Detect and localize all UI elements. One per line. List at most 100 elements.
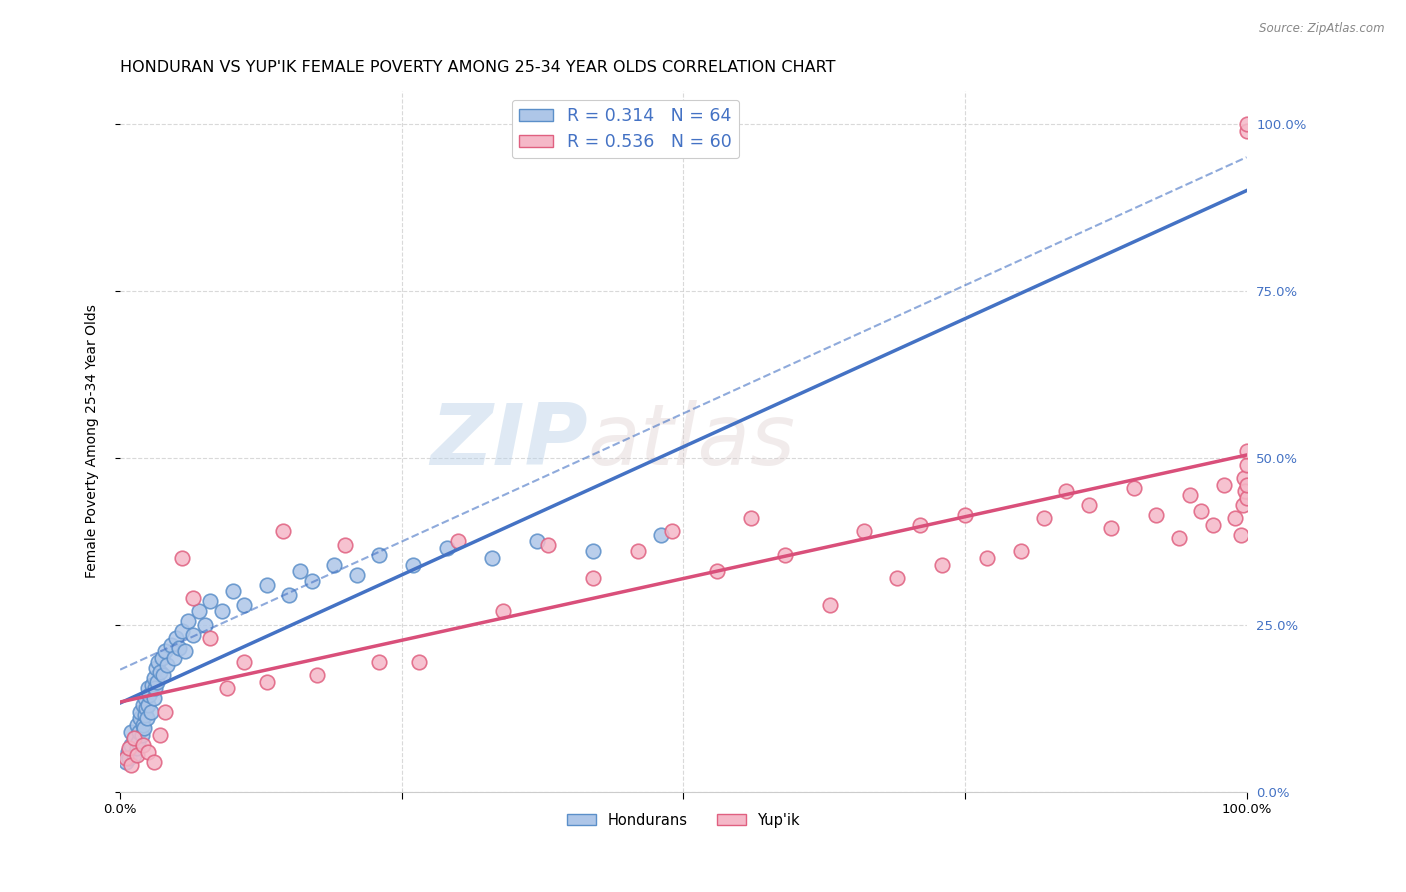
Text: Source: ZipAtlas.com: Source: ZipAtlas.com [1260,22,1385,36]
Point [1236,124,1258,138]
Point [141,678,163,692]
Point [818,598,841,612]
Point [136,745,159,759]
Point [142,755,165,769]
Point [148,655,170,669]
Point [135,701,157,715]
Point [183,628,205,642]
Point [129,705,152,719]
Text: atlas: atlas [588,400,796,483]
Point [492,605,515,619]
Point [233,655,256,669]
Point [953,508,976,522]
Point [368,655,391,669]
Point [1122,481,1144,495]
Point [1234,484,1257,499]
Point [174,644,197,658]
Point [650,527,672,541]
Point [194,617,217,632]
Point [142,671,165,685]
Point [131,698,153,712]
Point [627,544,650,558]
Point [301,574,323,589]
Point [217,681,239,696]
Point [145,661,167,675]
Point [125,747,148,762]
Point [122,747,145,762]
Point [222,584,245,599]
Point [256,674,278,689]
Point [740,511,762,525]
Point [200,631,222,645]
Point [132,721,155,735]
Point [526,534,548,549]
Point [1236,117,1258,131]
Point [233,598,256,612]
Point [143,681,166,696]
Point [1213,477,1236,491]
Point [139,705,162,719]
Point [211,605,233,619]
Legend: Hondurans, Yup'ik: Hondurans, Yup'ik [561,806,806,833]
Point [122,731,145,746]
Point [1236,477,1258,491]
Point [183,591,205,606]
Point [273,524,295,539]
Point [278,588,301,602]
Y-axis label: Female Poverty Among 25-34 Year Olds: Female Poverty Among 25-34 Year Olds [86,304,100,578]
Point [582,544,605,558]
Point [256,578,278,592]
Point [323,558,346,572]
Point [1180,488,1202,502]
Point [1032,511,1054,525]
Point [908,517,931,532]
Point [131,738,153,752]
Point [124,731,146,746]
Point [1236,458,1258,472]
Point [120,738,142,752]
Text: ZIP: ZIP [430,400,588,483]
Point [167,641,190,656]
Point [1232,498,1254,512]
Point [177,615,200,629]
Point [290,565,312,579]
Point [136,681,159,696]
Point [188,605,211,619]
Point [159,638,181,652]
Point [976,551,998,566]
Point [1225,511,1247,525]
Point [200,594,222,608]
Point [114,755,136,769]
Point [120,724,142,739]
Point [582,571,605,585]
Point [1230,527,1253,541]
Point [153,705,176,719]
Point [852,524,875,539]
Point [1233,471,1256,485]
Point [114,751,136,765]
Point [773,548,796,562]
Point [1202,517,1225,532]
Point [886,571,908,585]
Point [335,538,357,552]
Point [661,524,683,539]
Point [368,548,391,562]
Point [1099,521,1122,535]
Point [150,651,173,665]
Point [153,644,176,658]
Point [1054,484,1077,499]
Point [346,567,368,582]
Point [1168,531,1191,545]
Point [1191,504,1213,518]
Point [537,538,560,552]
Point [402,558,425,572]
Point [125,741,148,756]
Point [138,688,160,702]
Point [118,741,141,756]
Point [1010,544,1032,558]
Point [1144,508,1167,522]
Point [408,655,430,669]
Point [447,534,470,549]
Point [931,558,953,572]
Point [125,718,148,732]
